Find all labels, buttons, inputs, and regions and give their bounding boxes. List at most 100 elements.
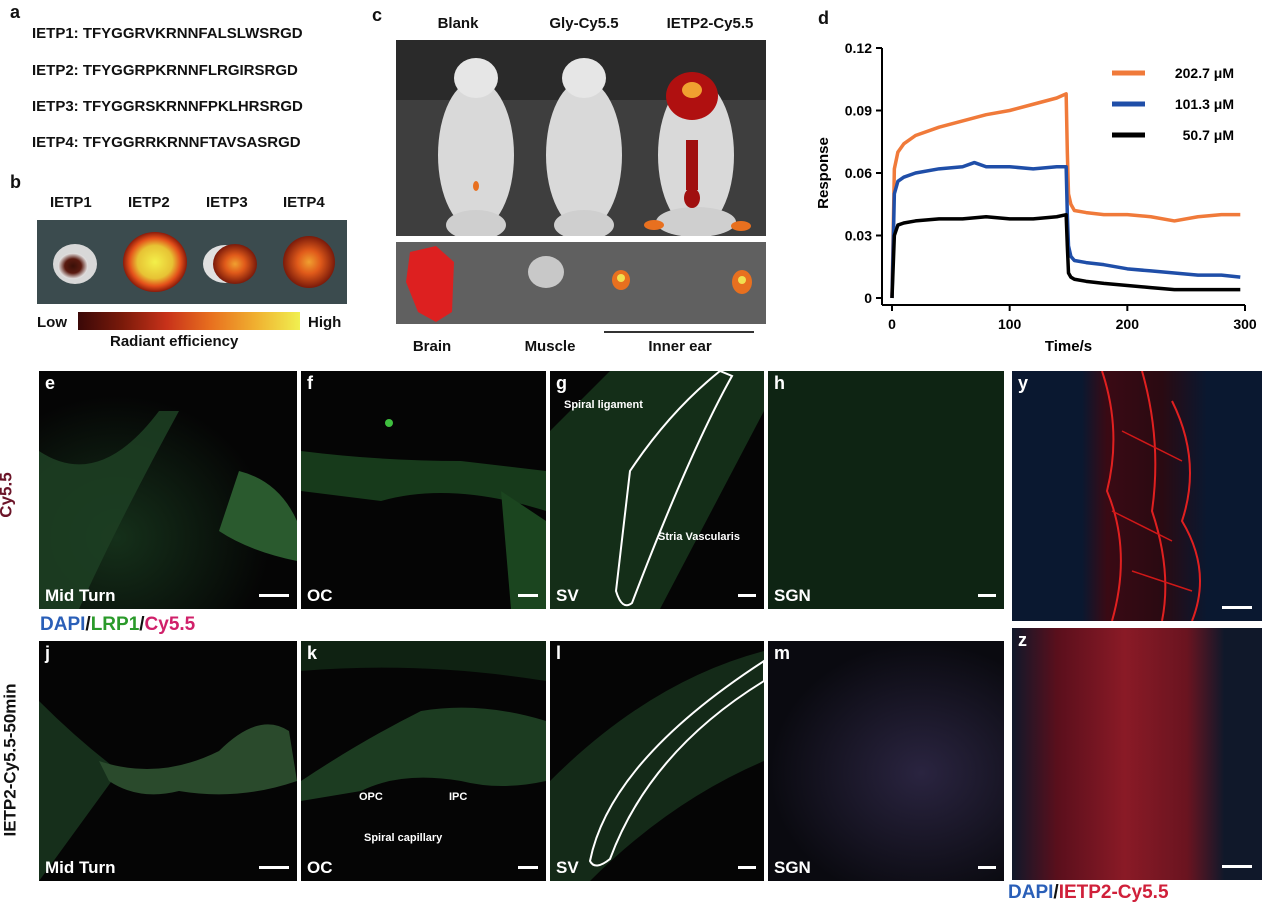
tile-y: y (1012, 371, 1262, 621)
ietp4-label: IETP4 (283, 194, 325, 211)
sequence-ietp4: IETP4: TFYGGRRKRNNFTAVSASRGD (32, 134, 301, 151)
legend-label-1: 101.3 μM (1175, 96, 1234, 112)
legend-separator-1: / (85, 614, 91, 635)
tile-m: m SGN (768, 641, 1004, 881)
tile-j-letter: j (45, 643, 51, 663)
tile-m-label: SGN (774, 858, 811, 877)
tile-h-scale-bar (978, 594, 996, 597)
tile-f-tissue (301, 419, 546, 609)
scale-low-label: Low (37, 314, 67, 331)
ietp1-label: IETP1 (50, 194, 92, 211)
legend-dapi-1: DAPI (40, 614, 86, 635)
tile-e-tissue (39, 411, 297, 609)
tile-g-tissue (550, 371, 764, 609)
ipc-annotation: IPC (449, 791, 468, 803)
row1-side-label: Cy5.5 (0, 472, 16, 518)
legend-lrp1: LRP1 (90, 614, 140, 635)
stain-legend-2: DAPI/IETP2-Cy5.5 (1008, 882, 1169, 904)
panel-c-letter: c (372, 5, 383, 25)
tile-l-scale-bar (738, 866, 756, 869)
x-tick-label-3: 300 (1233, 316, 1257, 332)
legend-dapi-2: DAPI (1008, 882, 1054, 903)
tile-k-scale-bar (518, 866, 538, 869)
y-tick-label-1: 0.03 (845, 228, 872, 244)
legend-ietp2-cy55: IETP2-Cy5.5 (1058, 882, 1169, 903)
scale-high-label: High (308, 314, 342, 331)
stria-vascularis-annotation: Stria Vascularis (658, 531, 740, 543)
tile-g-letter: g (556, 373, 567, 393)
sequence-ietp3: IETP3: TFYGGRSKRNNFPKLHRSRGD (32, 98, 303, 115)
organs-image (406, 246, 752, 322)
y-tick-label-3: 0.09 (845, 103, 872, 119)
fluorescence-strip (37, 220, 347, 304)
tile-y-vessels (1101, 371, 1201, 621)
tile-m-letter: m (774, 643, 791, 663)
x-tick-label-1: 100 (998, 316, 1022, 332)
column-blank: Blank (437, 15, 479, 32)
y-tick-label-4: 0.12 (845, 40, 872, 56)
tile-h-letter: h (774, 373, 785, 393)
tile-k-tissue (301, 641, 546, 801)
sequence-ietp1: IETP1: TFYGGRVKRNNFALSLWSRGD (32, 25, 303, 42)
tile-k-letter: k (307, 643, 318, 663)
tile-g-label: SV (556, 586, 579, 605)
panel-d-letter: d (818, 8, 829, 28)
series-line-1 (890, 160, 1241, 299)
binding-response-chart: 0 100 200 300 0 0.03 0.06 0.09 0.12 Time/s Respons… (815, 40, 1257, 355)
tile-l-label: SV (556, 858, 579, 877)
row2-side-label: IETP2-Cy5.5-50min (0, 683, 20, 837)
legend-label-0: 202.7 μM (1175, 65, 1234, 81)
tile-f-letter: f (307, 373, 313, 393)
tile-k-label: OC (307, 858, 333, 877)
stain-legend-1: DAPI/LRP1/Cy5.5 (40, 614, 195, 636)
tile-h: h SGN (768, 371, 1004, 609)
tile-g: Spiral ligament Stria Vascularis g SV (550, 371, 764, 609)
tile-l-letter: l (556, 643, 562, 663)
sequence-ietp2: IETP2: TFYGGRPKRNNFLRGIRSRGD (32, 62, 298, 79)
legend-separator-3: / (1053, 882, 1059, 903)
tile-z-letter: z (1018, 630, 1027, 650)
tile-j-tissue (39, 701, 297, 881)
tile-e-label: Mid Turn (45, 586, 116, 605)
tile-z-scale-bar (1222, 865, 1252, 868)
tile-e-scale-bar (259, 594, 289, 597)
series-line-0 (890, 92, 1241, 299)
tile-e-letter: e (45, 373, 56, 393)
tile-y-letter: y (1018, 373, 1029, 393)
organ-brain: Brain (412, 338, 452, 355)
inner-ear-bracket (604, 331, 754, 333)
legend-label-2: 50.7 μM (1183, 127, 1234, 143)
organ-imaging-panel (396, 242, 766, 324)
opc-annotation: OPC (359, 791, 383, 803)
tile-h-label: SGN (774, 586, 811, 605)
tile-l-tissue (550, 651, 764, 881)
panel-a-letter: a (10, 2, 21, 22)
spiral-ligament-annotation: Spiral ligament (564, 399, 643, 411)
x-axis-title: Time/s (1045, 338, 1092, 355)
column-gly-cy55: Gly-Cy5.5 (549, 15, 619, 32)
ietp2-label: IETP2 (128, 194, 170, 211)
row1-side-label-container: Cy5.5 (0, 455, 30, 535)
tile-j-label: Mid Turn (45, 858, 116, 877)
x-tick-label-0: 0 (888, 316, 896, 332)
mouse-imaging-panel (396, 40, 766, 236)
tile-j-scale-bar (259, 866, 289, 869)
tile-j: j Mid Turn (39, 641, 297, 881)
tile-z: z (1012, 628, 1262, 880)
tile-f-scale-bar (518, 594, 538, 597)
tile-m-scale-bar (978, 866, 996, 869)
y-axis-title: Response (815, 137, 832, 209)
tile-g-scale-bar (738, 594, 756, 597)
series-line-2 (890, 212, 1241, 299)
panel-b-letter: b (10, 172, 21, 192)
scale-title: Radiant efficiency (110, 333, 239, 350)
tile-y-scale-bar (1222, 606, 1252, 609)
organ-inner-ear: Inner ear (648, 338, 712, 355)
tile-k: OPC IPC Spiral capillary k OC (301, 641, 546, 881)
radiant-colorbar (78, 312, 300, 330)
mice-image (396, 40, 766, 236)
x-tick-label-2: 200 (1116, 316, 1140, 332)
row2-side-label-container: IETP2-Cy5.5-50min (0, 640, 30, 880)
tile-f-label: OC (307, 586, 333, 605)
legend-separator-2: / (139, 614, 145, 635)
